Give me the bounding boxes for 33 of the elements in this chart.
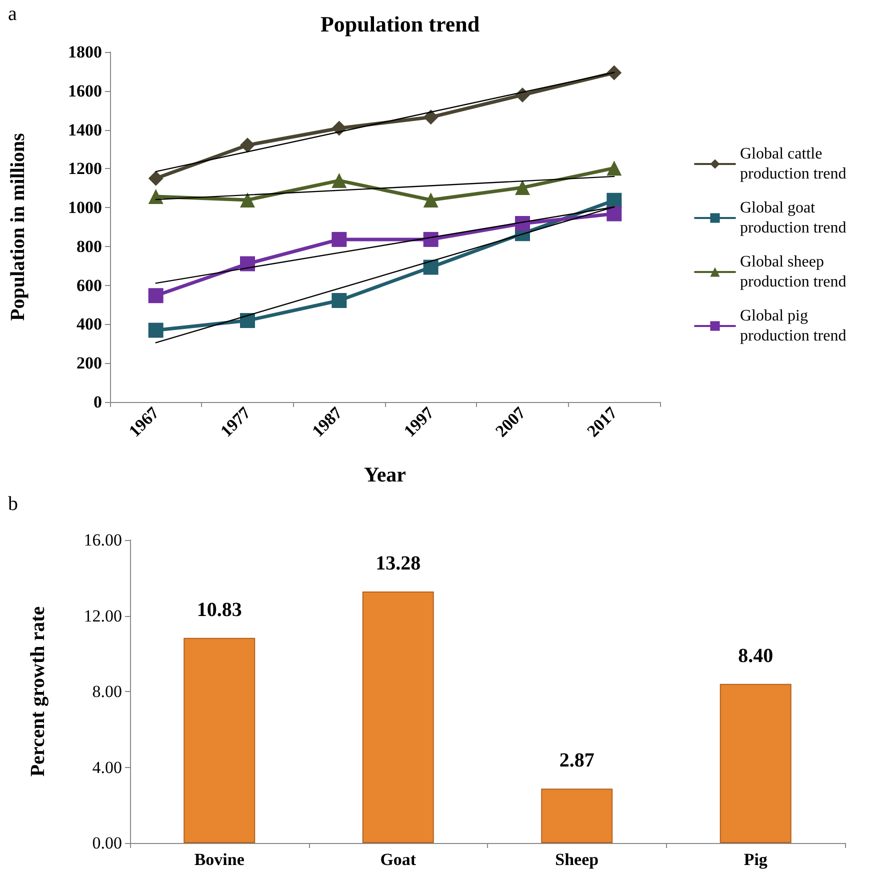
legend-label: Global pig production trend	[740, 308, 846, 344]
text: a	[8, 3, 17, 25]
y-axis-title: Percent growth rate	[27, 606, 49, 777]
legend-label: Global cattle production trend	[740, 146, 846, 182]
data-label: 13.28	[376, 552, 421, 575]
y-tick-label: 0.00	[92, 834, 122, 852]
y-tick-label: 800	[76, 236, 102, 256]
legend-label: Global sheep production trend	[740, 254, 846, 290]
y-tick-label: 16.00	[84, 530, 122, 550]
data-label: 2.87	[559, 750, 594, 772]
x-tick-label: Pig	[744, 850, 768, 869]
y-tick-label: 12.00	[84, 606, 122, 626]
y-tick-label: 600	[76, 276, 102, 295]
legend-label: Global goat production trend	[740, 200, 846, 236]
y-tick-label: 1000	[68, 198, 102, 218]
y-tick-label: 1200	[68, 159, 102, 178]
y-tick-label: 200	[76, 354, 102, 373]
y-tick-label: 1400	[68, 120, 102, 140]
data-label: 8.40	[738, 644, 774, 667]
x-tick-label: Goat	[380, 850, 416, 869]
y-tick-label: 4.00	[92, 758, 122, 777]
chart-title: Population trend	[320, 12, 480, 36]
y-tick-label: 0	[94, 392, 102, 412]
y-tick-label: 8.00	[92, 682, 122, 701]
text: b	[8, 493, 18, 515]
y-tick-label: 400	[76, 314, 102, 334]
data-label: 10.83	[196, 598, 242, 621]
y-tick-label: 1600	[68, 81, 102, 100]
y-tick-label: 1800	[68, 42, 102, 62]
x-tick-label: Sheep	[555, 850, 599, 869]
x-tick-label: Bovine	[194, 850, 245, 869]
y-axis-title: Population in millions	[7, 132, 29, 321]
x-axis-title: Year	[364, 462, 406, 486]
